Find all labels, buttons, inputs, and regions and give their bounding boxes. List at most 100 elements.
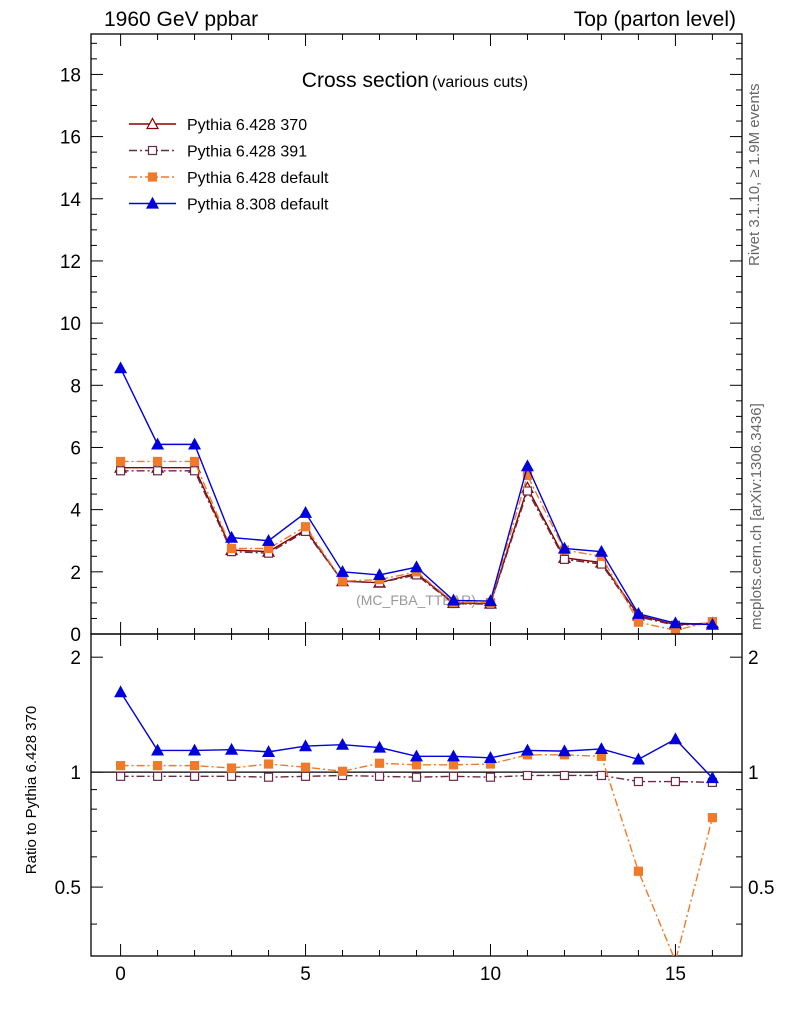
data-point bbox=[114, 361, 128, 374]
mcplots-label: mcplots.cern.ch [arXiv:1306.3436] bbox=[748, 403, 765, 630]
data-point bbox=[337, 576, 348, 586]
legend-marker bbox=[147, 172, 158, 182]
data-point bbox=[707, 813, 718, 823]
data-point bbox=[670, 776, 681, 787]
y-tick-label-right: 0.5 bbox=[748, 878, 774, 899]
data-point bbox=[596, 770, 607, 781]
data-point bbox=[151, 743, 165, 756]
data-point bbox=[263, 772, 274, 782]
ratio-ylabel: Ratio to Pythia 6.428 370 bbox=[23, 706, 40, 874]
data-point bbox=[705, 617, 719, 630]
data-point bbox=[557, 541, 571, 554]
data-point bbox=[262, 533, 276, 546]
y-tick-label: 6 bbox=[70, 438, 81, 459]
x-tick-label: 15 bbox=[665, 964, 686, 985]
chart-subtitle: (various cuts) bbox=[432, 74, 528, 91]
data-point bbox=[409, 560, 424, 573]
data-point bbox=[559, 770, 570, 781]
y-tick-label: 14 bbox=[60, 190, 82, 211]
y-tick-label: 1 bbox=[70, 763, 81, 784]
data-point bbox=[668, 732, 682, 745]
data-point bbox=[189, 771, 200, 781]
data-point bbox=[448, 771, 459, 781]
data-point bbox=[226, 771, 237, 781]
data-point bbox=[483, 594, 497, 607]
series-line bbox=[120, 754, 714, 956]
data-point bbox=[300, 522, 311, 532]
legend-marker bbox=[147, 145, 158, 156]
data-point bbox=[299, 506, 313, 518]
data-point bbox=[225, 530, 239, 543]
x-tick-label: 0 bbox=[115, 964, 126, 985]
y-tick-label: 4 bbox=[70, 501, 81, 522]
x-tick-label: 5 bbox=[300, 964, 311, 985]
data-point bbox=[336, 565, 350, 577]
data-point bbox=[446, 593, 461, 606]
y-tick-label: 2 bbox=[70, 563, 81, 584]
data-point bbox=[559, 554, 570, 564]
data-point bbox=[372, 740, 387, 753]
data-point bbox=[300, 771, 311, 781]
data-point bbox=[115, 761, 126, 771]
data-point bbox=[485, 772, 496, 782]
ratio-plot-panel: 0.5 0.5 1 1 2 2 0 5 10 15 bbox=[55, 633, 774, 985]
data-point bbox=[114, 685, 128, 698]
main-plot-panel: 0 2 4 6 8 10 12 14 16 18 bbox=[60, 33, 743, 646]
y-tick-label-right: 1 bbox=[748, 763, 759, 784]
data-point bbox=[633, 866, 644, 876]
data-point bbox=[374, 771, 385, 781]
data-point bbox=[115, 771, 126, 781]
y-tick-label: 8 bbox=[70, 376, 81, 397]
data-point bbox=[594, 544, 608, 557]
data-point bbox=[411, 772, 422, 782]
data-point bbox=[520, 459, 534, 472]
data-point bbox=[372, 568, 387, 581]
data-point bbox=[263, 759, 274, 769]
data-point bbox=[633, 617, 644, 627]
data-point bbox=[152, 466, 163, 476]
series-line bbox=[119, 367, 713, 626]
legend-label: Pythia 6.428 default bbox=[187, 170, 329, 187]
rivet-version-label: Rivet 3.1.10, ≥ 1.9M events bbox=[746, 83, 763, 267]
y-tick-label: 16 bbox=[60, 128, 81, 149]
data-point bbox=[262, 745, 276, 757]
data-point bbox=[226, 763, 237, 773]
data-point bbox=[522, 486, 533, 496]
data-point bbox=[446, 749, 461, 762]
legend-label: Pythia 6.428 391 bbox=[187, 144, 307, 161]
y-tick-label: 10 bbox=[60, 314, 81, 335]
data-point bbox=[189, 456, 200, 467]
data-point bbox=[557, 744, 571, 757]
data-point bbox=[189, 761, 200, 771]
data-point bbox=[374, 758, 385, 768]
data-point bbox=[299, 739, 313, 752]
y-tick-label: 0 bbox=[70, 625, 81, 646]
y-tick-label-right: 2 bbox=[748, 648, 759, 669]
data-point bbox=[633, 776, 644, 787]
data-point bbox=[188, 743, 202, 756]
data-point bbox=[225, 742, 239, 755]
legend-marker bbox=[145, 117, 160, 130]
y-tick-label: 2 bbox=[70, 648, 81, 669]
header-right: Top (parton level) bbox=[573, 8, 736, 31]
data-point bbox=[522, 770, 533, 781]
y-tick-label: 0.5 bbox=[55, 878, 81, 899]
data-point bbox=[115, 466, 126, 476]
data-point bbox=[226, 543, 237, 554]
legend-label: Pythia 8.308 default bbox=[187, 197, 329, 214]
data-point bbox=[152, 761, 163, 771]
data-point bbox=[336, 737, 350, 750]
data-point bbox=[300, 762, 311, 772]
data-point bbox=[411, 760, 422, 770]
y-tick-label: 12 bbox=[60, 252, 81, 273]
data-point bbox=[631, 607, 645, 619]
data-point bbox=[668, 616, 682, 629]
legend: Pythia 6.428 370 Pythia 6.428 391 Pythia 6… bbox=[129, 117, 329, 214]
data-point bbox=[631, 752, 645, 765]
data-point bbox=[594, 742, 608, 755]
chart-title: Cross section bbox=[302, 69, 429, 92]
data-point bbox=[705, 771, 719, 784]
data-point bbox=[337, 766, 348, 776]
ratio-plot-frame bbox=[90, 633, 743, 957]
